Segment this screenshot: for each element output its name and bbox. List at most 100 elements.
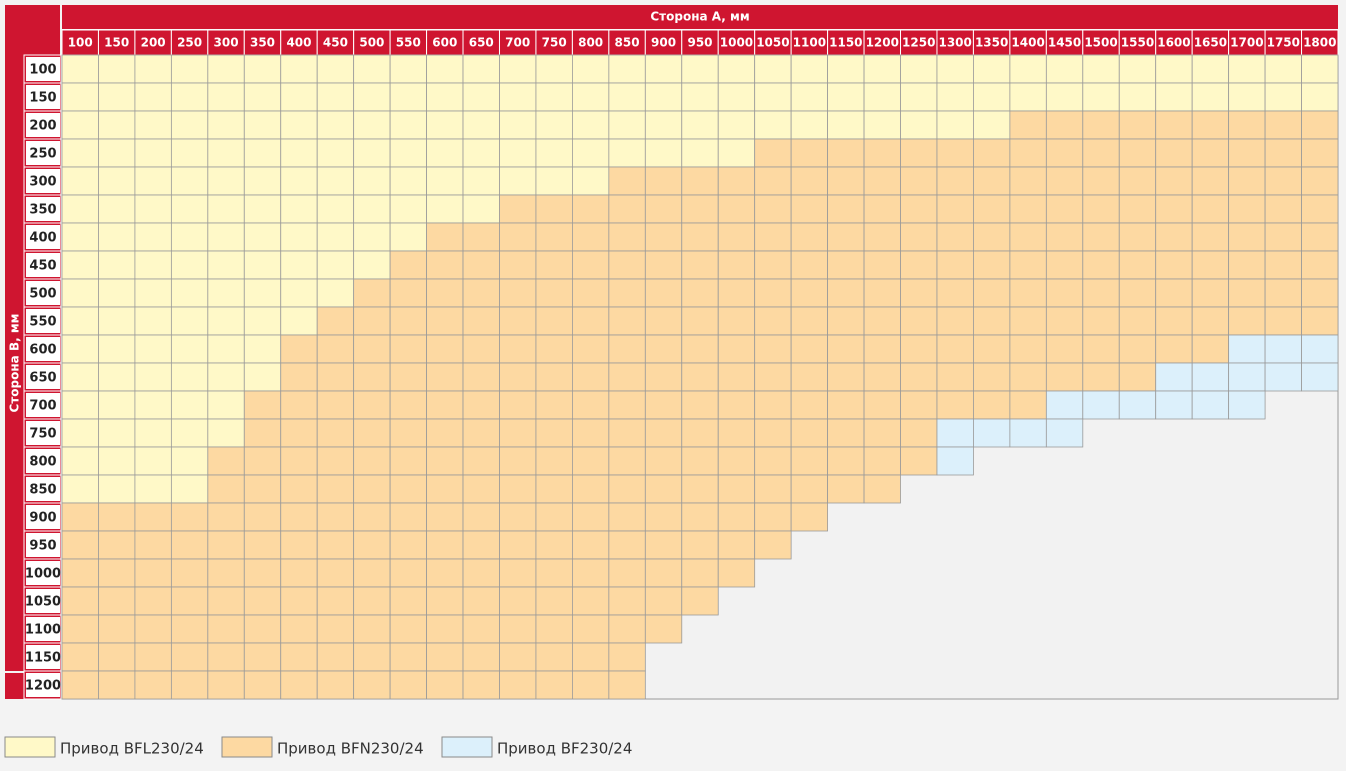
cell bbox=[1155, 138, 1193, 168]
cell bbox=[389, 614, 427, 644]
cell bbox=[316, 642, 355, 672]
legend-swatch bbox=[441, 736, 493, 758]
cell bbox=[134, 446, 172, 476]
cell bbox=[462, 390, 500, 420]
cell bbox=[353, 418, 391, 448]
cell bbox=[608, 418, 646, 448]
cell bbox=[754, 418, 792, 448]
cell bbox=[681, 82, 719, 112]
cell bbox=[98, 390, 136, 420]
cell bbox=[1082, 110, 1120, 140]
cell bbox=[280, 586, 318, 616]
cell bbox=[535, 614, 573, 644]
cell bbox=[608, 306, 646, 336]
column-header: 1300 bbox=[938, 36, 971, 50]
cell bbox=[1045, 222, 1084, 252]
cell bbox=[1118, 334, 1157, 364]
cell bbox=[863, 474, 901, 504]
cell bbox=[389, 54, 427, 84]
cell bbox=[936, 306, 974, 336]
cell bbox=[1264, 138, 1302, 168]
cell bbox=[572, 670, 610, 700]
cell bbox=[134, 334, 172, 364]
cell bbox=[207, 110, 245, 140]
cell bbox=[316, 82, 355, 112]
cell bbox=[535, 250, 573, 280]
legend-label: Привод BFN230/24 bbox=[277, 740, 424, 758]
row-header: 350 bbox=[29, 203, 56, 218]
cell bbox=[98, 558, 136, 588]
cell bbox=[1301, 166, 1339, 196]
cell bbox=[1155, 250, 1193, 280]
cell bbox=[827, 446, 865, 476]
cell bbox=[1301, 334, 1339, 364]
row-header: 500 bbox=[29, 287, 56, 302]
cell bbox=[316, 306, 355, 336]
cell bbox=[644, 390, 683, 420]
cell bbox=[207, 166, 245, 196]
cell bbox=[608, 446, 646, 476]
cell bbox=[462, 558, 500, 588]
cell bbox=[900, 334, 938, 364]
cell bbox=[535, 586, 573, 616]
legend-label: Привод BF230/24 bbox=[497, 740, 632, 758]
cell bbox=[644, 614, 683, 644]
cell bbox=[1191, 194, 1230, 224]
cell bbox=[1045, 306, 1084, 336]
cell bbox=[900, 390, 938, 420]
cell bbox=[936, 194, 974, 224]
cell bbox=[316, 138, 355, 168]
cell bbox=[1045, 110, 1084, 140]
cell bbox=[827, 362, 865, 392]
cell bbox=[1009, 82, 1047, 112]
cell bbox=[389, 670, 427, 700]
cell bbox=[98, 670, 136, 700]
cell bbox=[754, 474, 792, 504]
cell bbox=[316, 418, 355, 448]
cell bbox=[61, 670, 99, 700]
cell bbox=[644, 586, 683, 616]
cell bbox=[280, 558, 318, 588]
cell bbox=[499, 194, 537, 224]
cell bbox=[280, 194, 318, 224]
cell bbox=[1009, 222, 1047, 252]
cell bbox=[1082, 166, 1120, 196]
cell bbox=[207, 250, 245, 280]
cell bbox=[572, 194, 610, 224]
cell bbox=[243, 642, 282, 672]
cell bbox=[900, 138, 938, 168]
cell bbox=[316, 54, 355, 84]
cell bbox=[644, 222, 683, 252]
cell bbox=[134, 558, 172, 588]
cell bbox=[1118, 82, 1157, 112]
cell bbox=[61, 614, 99, 644]
cell bbox=[389, 390, 427, 420]
cell bbox=[973, 390, 1011, 420]
row-header: 800 bbox=[29, 455, 56, 470]
cell bbox=[572, 362, 610, 392]
cell bbox=[535, 222, 573, 252]
cell bbox=[353, 670, 391, 700]
cell bbox=[572, 558, 610, 588]
cell bbox=[280, 474, 318, 504]
cell bbox=[1045, 138, 1084, 168]
cell bbox=[863, 194, 901, 224]
row-header: 650 bbox=[29, 371, 56, 386]
cell bbox=[207, 306, 245, 336]
cell bbox=[207, 418, 245, 448]
column-header: 1200 bbox=[866, 36, 899, 50]
column-header: 1450 bbox=[1048, 36, 1081, 50]
cell bbox=[134, 82, 172, 112]
column-header: 1750 bbox=[1267, 36, 1300, 50]
row-header: 300 bbox=[29, 175, 56, 190]
cell bbox=[207, 334, 245, 364]
cell bbox=[535, 642, 573, 672]
cell bbox=[681, 54, 719, 84]
cell bbox=[936, 82, 974, 112]
cell bbox=[170, 362, 209, 392]
cell bbox=[936, 250, 974, 280]
cell bbox=[863, 110, 901, 140]
cell bbox=[499, 250, 537, 280]
cell bbox=[1009, 390, 1047, 420]
cell bbox=[207, 390, 245, 420]
